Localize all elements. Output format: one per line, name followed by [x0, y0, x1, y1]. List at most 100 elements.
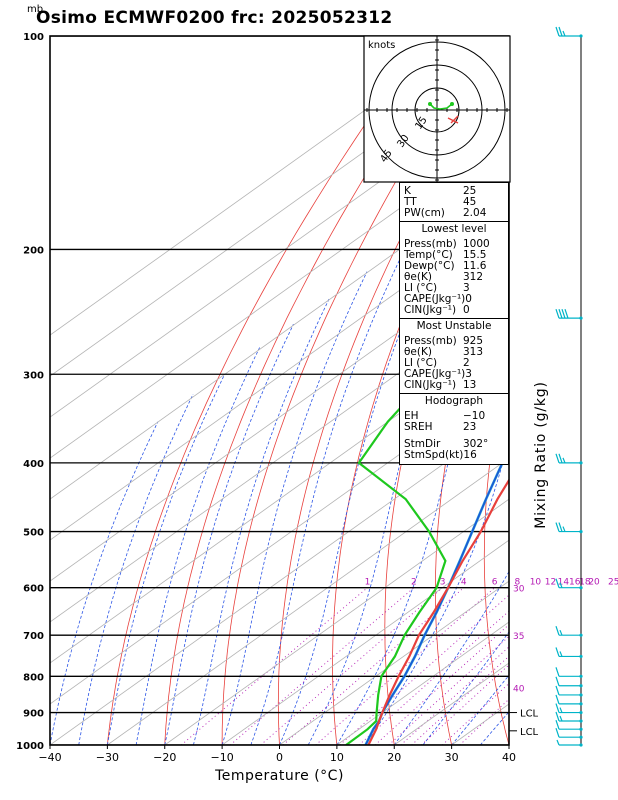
pressure-unit-label: mb	[27, 4, 44, 15]
wind-barb-flag	[555, 667, 560, 677]
wind-barb-half	[562, 526, 566, 532]
dry-adiabat	[277, 46, 509, 745]
temperature-profile	[367, 478, 509, 745]
isotherm	[508, 744, 509, 745]
mixing-ratio-label: 14	[558, 578, 570, 588]
moist-adiabat	[393, 570, 509, 745]
index-value: −10	[463, 410, 486, 422]
index-row: Temp(°C) 15.5	[400, 250, 508, 261]
wind-barb-dot	[579, 586, 583, 590]
wind-barb-half	[556, 739, 560, 746]
y-tick-label: 600	[23, 584, 44, 595]
index-row: CIN(Jkg⁻¹) 0	[400, 305, 508, 316]
wind-barb-half	[562, 30, 566, 37]
index-value: 45	[463, 196, 477, 208]
plot-area	[50, 36, 509, 745]
wind-barb-flag	[555, 647, 560, 657]
isotherm	[50, 129, 509, 459]
wind-barb	[555, 711, 583, 723]
index-value: 23	[463, 421, 477, 433]
wind-barb-flag	[555, 453, 560, 464]
index-row: Press(mb) 925	[400, 336, 508, 347]
wind-barb-half	[559, 651, 563, 657]
most-unstable-header: Most Unstable	[416, 320, 492, 332]
mixing-ratio-label: 4	[461, 578, 467, 588]
y-tick-label: 100	[23, 32, 44, 43]
isotherm	[50, 47, 509, 377]
wind-barb-dot	[579, 719, 583, 723]
index-value: 3	[463, 282, 470, 294]
hodograph-end-dot	[450, 102, 454, 106]
moist-adiabat	[78, 394, 194, 745]
moist-adiabat	[365, 438, 509, 745]
index-row: CAPE(Jkg⁻¹) 0	[400, 294, 508, 305]
index-label: θe(K)	[404, 346, 432, 358]
index-value: 302°	[463, 438, 489, 450]
index-label: EH	[404, 410, 419, 422]
index-value: 312	[463, 271, 484, 283]
mixing-ratio-line	[374, 624, 509, 745]
moist-adiabat	[508, 744, 509, 745]
wind-barb-dot	[579, 727, 583, 731]
mixing-ratio-label: 25	[608, 578, 618, 588]
wind-barb-flag	[564, 308, 569, 319]
wind-barb-dot	[579, 710, 583, 715]
index-row: EH −10	[400, 411, 508, 422]
isotherm	[221, 539, 509, 745]
isotherm	[279, 580, 509, 745]
isotherm	[50, 334, 509, 664]
wind-barb-dot	[579, 316, 583, 320]
mixing-ratio-line	[315, 587, 495, 745]
moist-adiabat	[221, 271, 368, 745]
moist-adiabat	[135, 347, 260, 745]
y-tick-label: 700	[23, 631, 44, 642]
wind-barb	[555, 685, 583, 697]
lcl-label: LCL	[520, 727, 539, 738]
wind-barb-half	[559, 629, 563, 636]
index-row: StmDir 302°	[400, 439, 508, 450]
hodograph-rings	[364, 36, 510, 182]
wind-barb	[555, 728, 583, 739]
wind-barb	[555, 26, 583, 38]
index-value: 1000	[463, 238, 490, 250]
index-value: 313	[463, 346, 484, 358]
index-value: 0	[463, 304, 470, 316]
wind-barb-dot	[579, 461, 583, 465]
index-value: 0	[465, 293, 472, 305]
y-tick-label: 400	[23, 459, 44, 470]
index-row: LI (°C) 3	[400, 283, 508, 294]
wind-barb	[555, 676, 583, 688]
y-tick-label: 200	[23, 245, 44, 256]
moist-adiabat	[250, 241, 409, 745]
hodograph-start-dot	[428, 102, 432, 106]
wind-barb	[555, 308, 583, 320]
wind-barb	[555, 720, 583, 731]
theta-e-label: 30	[513, 585, 525, 595]
index-label: Press(mb)	[404, 335, 457, 347]
index-row: StmSpd(kt) 16	[400, 450, 508, 461]
wind-barb-flag	[555, 703, 560, 713]
index-row: PW(cm) 2.04	[400, 208, 508, 219]
index-row: Dewp(°C) 11.6	[400, 261, 508, 272]
wind-barb-dot	[579, 743, 583, 747]
index-label: Dewp(°C)	[404, 260, 455, 272]
isotherm	[50, 375, 509, 705]
wind-barb-dot	[579, 702, 583, 706]
index-value: 13	[463, 379, 477, 391]
x-tick-label: 0	[276, 751, 283, 764]
index-value: 11.6	[463, 260, 487, 272]
index-row: Press(mb) 1000	[400, 239, 508, 250]
index-row: SREH 23	[400, 422, 508, 433]
wind-barb-flag	[558, 308, 563, 319]
index-row: TT 45	[400, 197, 508, 208]
wind-barb-dot	[579, 34, 583, 38]
isotherm	[50, 416, 509, 745]
y-tick-label: 900	[23, 709, 44, 720]
index-label: CIN(Jkg⁻¹)	[404, 304, 457, 316]
isotherm	[336, 621, 509, 745]
mixing-ratio-label: 8	[514, 578, 520, 588]
wind-barb-flag	[555, 522, 560, 532]
wind-barb	[555, 578, 583, 590]
x-tick-label: 10	[330, 751, 344, 764]
index-top-box: K 25 TT 45 PW(cm) 2.04	[399, 182, 509, 222]
